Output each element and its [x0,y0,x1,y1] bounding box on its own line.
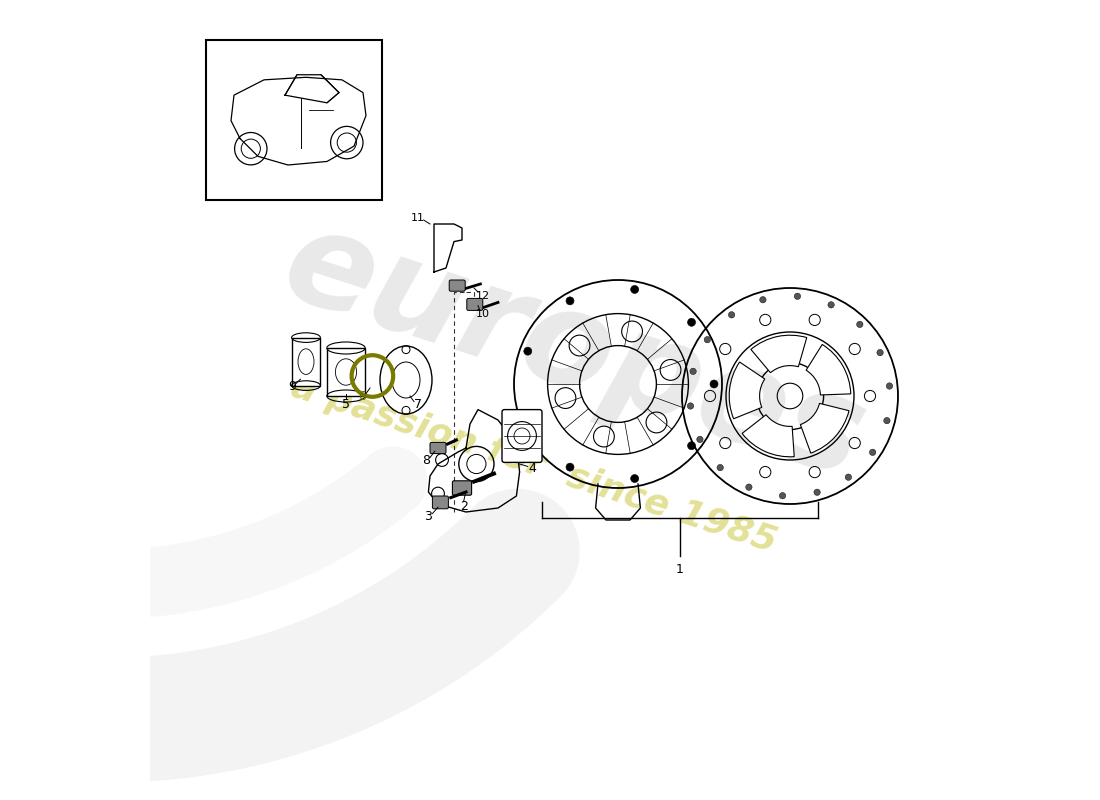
Text: 5: 5 [342,398,350,410]
Circle shape [696,436,703,442]
Circle shape [780,493,785,499]
Wedge shape [742,414,794,457]
Text: 7: 7 [414,398,422,410]
Circle shape [688,402,694,409]
Circle shape [566,297,574,305]
FancyBboxPatch shape [452,481,472,495]
FancyBboxPatch shape [432,496,449,509]
FancyBboxPatch shape [449,280,465,291]
Circle shape [524,347,531,355]
Text: a passion for  since 1985: a passion for since 1985 [287,370,781,558]
Text: 8: 8 [422,454,430,466]
Circle shape [845,474,851,480]
Text: 6: 6 [359,390,366,402]
Wedge shape [729,362,764,418]
Text: europes: europes [268,198,880,506]
Text: 9: 9 [288,380,296,393]
Text: 12: 12 [475,291,490,301]
Circle shape [883,418,890,424]
FancyBboxPatch shape [502,410,542,462]
Text: 11: 11 [411,213,425,222]
Circle shape [857,321,864,327]
Circle shape [869,449,876,455]
Text: 4: 4 [528,462,537,474]
Circle shape [630,474,639,482]
Circle shape [877,350,883,356]
Wedge shape [801,403,849,453]
Circle shape [688,442,695,450]
FancyBboxPatch shape [327,348,365,396]
Wedge shape [751,335,806,373]
FancyBboxPatch shape [292,338,320,386]
Circle shape [690,368,696,374]
Text: 3: 3 [425,510,432,522]
Circle shape [814,489,821,495]
Circle shape [566,463,574,471]
Circle shape [688,318,695,326]
FancyBboxPatch shape [466,298,483,310]
Wedge shape [806,345,850,395]
Circle shape [717,465,724,471]
Circle shape [794,293,801,299]
Circle shape [710,380,718,388]
Circle shape [746,484,752,490]
Text: 1: 1 [676,563,684,576]
FancyBboxPatch shape [206,40,382,200]
Circle shape [728,312,735,318]
Circle shape [887,383,893,390]
Circle shape [704,337,711,343]
Circle shape [828,302,834,308]
Circle shape [760,297,766,303]
Circle shape [630,286,639,294]
Text: 10: 10 [476,310,490,319]
Circle shape [524,413,531,421]
Text: 2: 2 [460,500,467,513]
FancyBboxPatch shape [430,442,446,454]
